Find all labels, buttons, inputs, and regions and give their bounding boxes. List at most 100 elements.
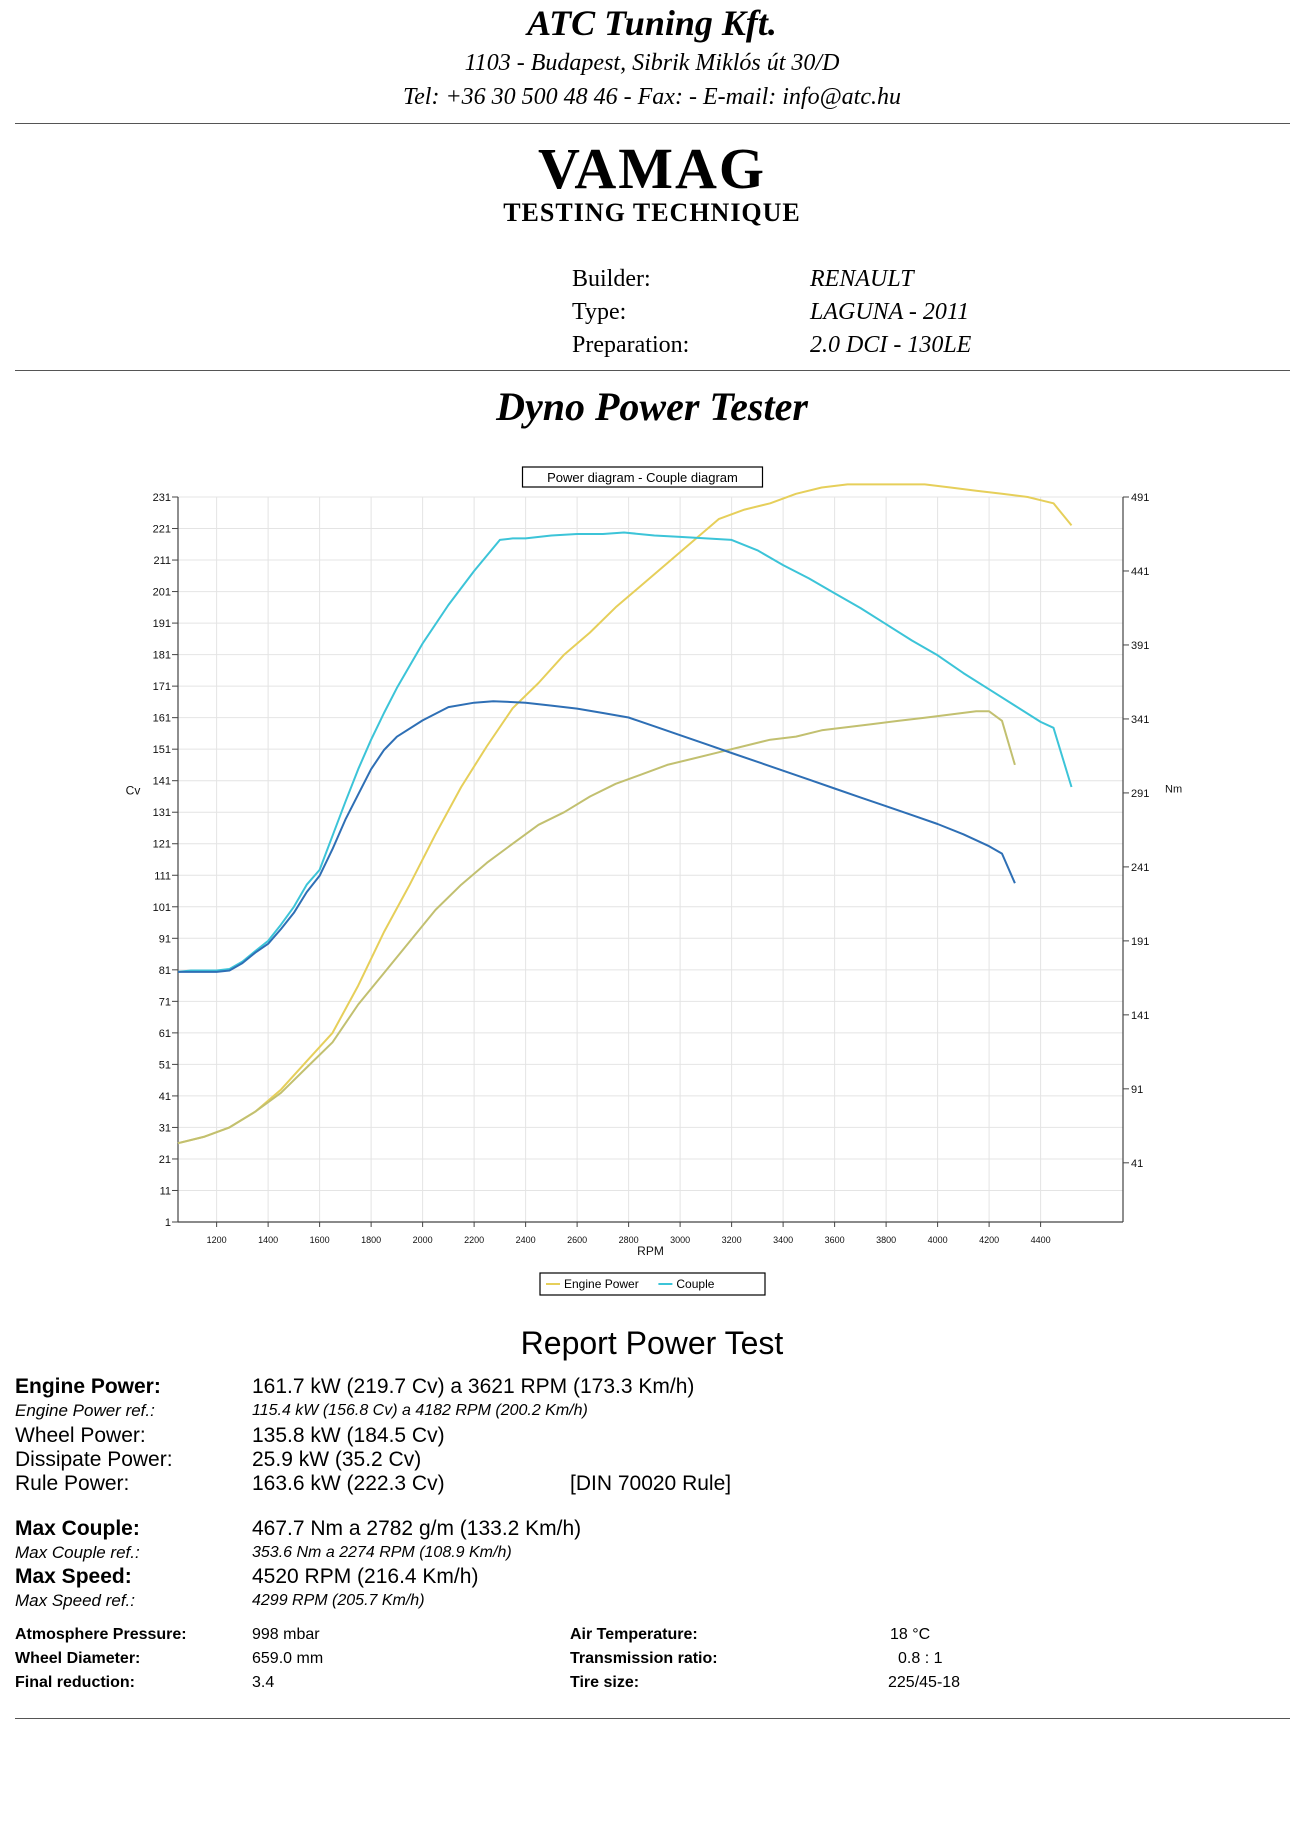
atmosphere-pressure-value: 998 mbar [252,1626,320,1643]
vehicle-divider [15,370,1290,371]
max-couple-value: 467.7 Nm a 2782 g/m (133.2 Km/h) [252,1517,582,1540]
y-tick-label: 111 [154,870,171,882]
max-couple-label: Max Couple: [15,1517,140,1540]
y-tick-label: 211 [153,555,171,567]
x-tick-label: 3600 [825,1235,845,1245]
y-axis-label: Cv [126,784,141,798]
company-address: 1103 - Budapest, Sibrik Miklós út 30/D [464,50,840,76]
y-tick-label: 101 [153,902,171,914]
max-speed-value: 4520 RPM (216.4 Km/h) [252,1565,479,1588]
y-tick-label: 121 [153,839,171,851]
engine-power-label: Engine Power: [15,1375,161,1398]
wheel-diameter-value: 659.0 mm [252,1650,324,1667]
footer-divider [15,1718,1290,1719]
x-tick-label: 1800 [361,1235,381,1245]
y-right-tick-label: 191 [1131,936,1149,948]
y-tick-label: 161 [153,713,171,725]
company-name: ATC Tuning Kft. [527,3,777,43]
x-tick-label: 2000 [413,1235,433,1245]
report-title: Report Power Test [520,1325,784,1361]
series-line-1 [177,531,1073,973]
y-tick-label: 1 [165,1217,171,1229]
y-right-tick-label: 441 [1131,566,1149,578]
preparation-value: 2.0 DCI - 130LE [810,332,972,358]
max-couple-ref-label: Max Couple ref.: [15,1543,140,1562]
x-tick-label: 2800 [619,1235,639,1245]
x-tick-label: 3200 [722,1235,742,1245]
transmission-ratio-value: 0.8 : 1 [898,1650,943,1667]
dissipate-power-label: Dissipate Power: [15,1448,173,1471]
y-right-tick-label: 41 [1131,1158,1143,1170]
y-right-tick-label: 141 [1131,1010,1149,1022]
brand-subtitle: TESTING TECHNIQUE [503,198,801,227]
y-tick-label: 61 [159,1028,171,1040]
y-tick-label: 231 [153,492,171,504]
y-tick-label: 141 [153,776,171,788]
legend-label-0: Engine Power [564,1277,639,1291]
chart-axes [177,497,1124,1223]
x-tick-label: 3000 [670,1235,690,1245]
chart-tick-labels: 1112131415161718191101111121131141151161… [126,492,1182,1258]
brand-name: VAMAG [537,136,767,201]
series-line-2 [177,710,1016,1145]
engine-power-ref-label: Engine Power ref.: [15,1401,155,1420]
builder-label: Builder: [572,266,651,292]
x-tick-label: 3400 [773,1235,793,1245]
air-temperature-label: Air Temperature: [570,1626,698,1643]
max-couple-ref-value: 353.6 Nm a 2274 RPM (108.9 Km/h) [252,1544,512,1561]
y-tick-label: 11 [160,1185,171,1197]
y-tick-label: 151 [153,744,171,756]
y-tick-label: 221 [153,524,171,536]
wheel-diameter-label: Wheel Diameter: [15,1650,141,1667]
max-speed-ref-label: Max Speed ref.: [15,1591,136,1610]
y-right-tick-label: 391 [1131,640,1149,652]
y-tick-label: 81 [159,965,171,977]
wheel-power-label: Wheel Power: [15,1424,146,1447]
y-tick-label: 171 [153,681,171,693]
y-tick-label: 21 [159,1154,171,1166]
final-reduction-value: 3.4 [252,1674,275,1691]
preparation-label: Preparation: [572,332,690,358]
air-temperature-value: 18 °C [890,1626,931,1643]
rule-name: [DIN 70020 Rule] [570,1472,732,1495]
x-tick-label: 1600 [310,1235,330,1245]
y-tick-label: 71 [159,996,171,1008]
y-right-tick-label: 91 [1131,1084,1143,1096]
max-speed-ref-value: 4299 RPM (205.7 Km/h) [252,1592,425,1609]
type-label: Type: [572,299,627,325]
chart-heading: Dyno Power Tester [496,384,808,429]
chart-title: Power diagram - Couple diagram [547,470,738,485]
chart-legend: Engine Power Couple [539,1272,766,1296]
header-divider [15,123,1290,124]
final-reduction-label: Final reduction: [15,1674,135,1691]
y-right-axis-label: Nm [1165,784,1182,796]
chart-title-frame [521,466,764,488]
x-tick-label: 4200 [979,1235,999,1245]
y-right-tick-label: 491 [1131,492,1149,504]
builder-value: RENAULT [810,266,914,292]
series-line-3 [178,700,1016,973]
y-tick-label: 181 [153,650,171,662]
y-tick-label: 191 [153,618,171,630]
legend-label-1: Couple [676,1277,714,1291]
y-tick-label: 201 [153,587,171,599]
chart-series [177,483,1073,1145]
type-value: LAGUNA - 2011 [810,299,970,325]
y-right-tick-label: 291 [1131,788,1149,800]
max-speed-label: Max Speed: [15,1565,132,1588]
series-line-0 [177,483,1073,1145]
engine-power-value: 161.7 kW (219.7 Cv) a 3621 RPM (173.3 Km… [252,1375,695,1398]
atmosphere-pressure-label: Atmosphere Pressure: [15,1626,187,1643]
engine-power-ref-value: 115.4 kW (156.8 Cv) a 4182 RPM (200.2 Km… [252,1402,588,1419]
y-right-tick-label: 341 [1131,714,1149,726]
y-tick-label: 131 [153,807,171,819]
x-tick-label: 1200 [207,1235,227,1245]
transmission-ratio-label: Transmission ratio: [570,1650,718,1667]
tire-size-label: Tire size: [570,1674,640,1691]
company-contact: Tel: +36 30 500 48 46 - Fax: - E-mail: i… [403,84,901,110]
wheel-power-value: 135.8 kW (184.5 Cv) [252,1424,445,1447]
x-tick-label: 4400 [1031,1235,1051,1245]
y-tick-label: 41 [159,1091,171,1103]
y-tick-label: 51 [159,1059,171,1071]
y-right-tick-label: 241 [1131,862,1149,874]
